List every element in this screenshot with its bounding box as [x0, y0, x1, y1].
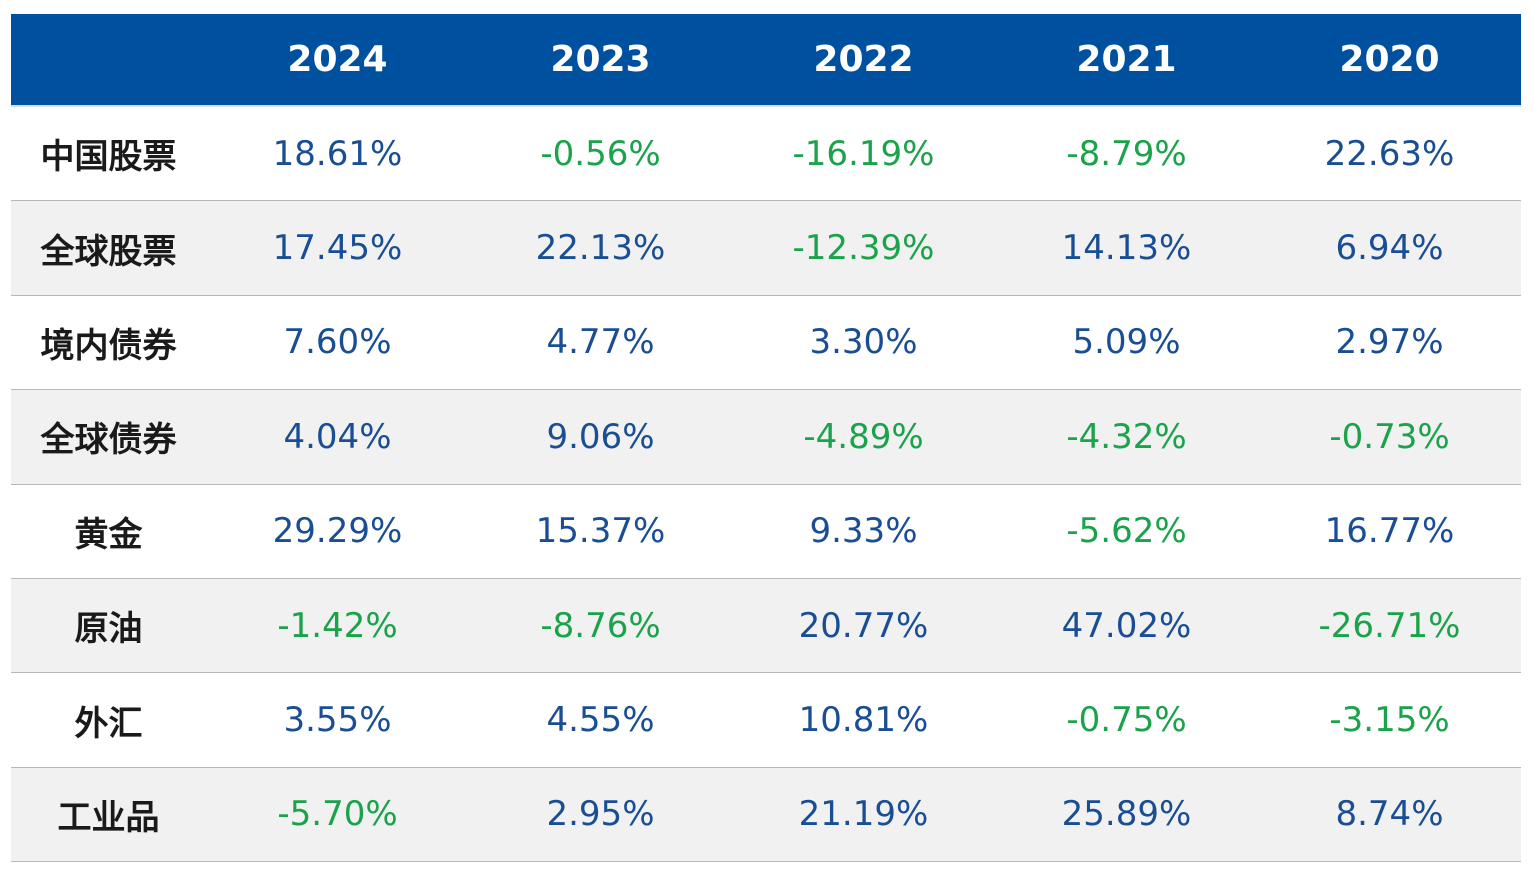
value-cell: 47.02% [1061, 605, 1192, 646]
value-cell: 16.77% [1324, 511, 1455, 552]
value-cell: 22.13% [535, 228, 666, 269]
value-cell: 25.89% [1061, 794, 1192, 835]
row-label: 境内债券 [40, 325, 177, 366]
table-body: 中国股票 18.61% -0.56% -16.19% -8.79% 22.63% 全球股票 1… [11, 107, 1521, 863]
table-row: 全球股票 17.45% 22.13% -12.39% 14.13% 6.94% [11, 201, 1521, 296]
value-cell: 4.04% [283, 416, 392, 457]
value-cell: 15.37% [535, 511, 666, 552]
value-cell: 5.09% [1072, 322, 1181, 363]
table-row: 中国股票 18.61% -0.56% -16.19% -8.79% 22.63% [11, 107, 1521, 202]
value-cell: -1.42% [277, 605, 398, 646]
value-cell: 21.19% [798, 794, 929, 835]
value-cell: -5.62% [1066, 511, 1187, 552]
value-cell: -4.32% [1066, 416, 1187, 457]
table-row: 外汇 3.55% 4.55% 10.81% -0.75% -3.15% [11, 673, 1521, 768]
row-label: 中国股票 [40, 137, 177, 178]
value-cell: 2.95% [546, 794, 655, 835]
header-year: 2020 [1339, 39, 1440, 80]
value-cell: -3.15% [1329, 700, 1450, 741]
header-corner [11, 14, 206, 105]
value-cell: -0.56% [540, 133, 661, 174]
value-cell: 29.29% [272, 511, 403, 552]
table-header: 2024 2023 2022 2021 2020 [11, 14, 1521, 107]
table-row: 原油 -1.42% -8.76% 20.77% 47.02% -26.71% [11, 578, 1521, 674]
value-cell: -26.71% [1318, 605, 1461, 646]
value-cell: -0.73% [1329, 416, 1450, 457]
header-year: 2022 [813, 39, 914, 80]
table-row: 黄金 29.29% 15.37% 9.33% -5.62% 16.77% [11, 485, 1521, 579]
value-cell: 22.63% [1324, 133, 1455, 174]
row-label: 全球债券 [40, 420, 177, 461]
row-label: 外汇 [74, 703, 143, 744]
row-label: 黄金 [74, 514, 143, 555]
table-row: 境内债券 7.60% 4.77% 3.30% 5.09% 2.97% [11, 296, 1521, 391]
value-cell: 3.55% [283, 700, 392, 741]
value-cell: 9.33% [809, 511, 918, 552]
table-row: 全球债券 4.04% 9.06% -4.89% -4.32% -0.73% [11, 390, 1521, 485]
header-year: 2021 [1076, 39, 1177, 80]
value-cell: -5.70% [277, 794, 398, 835]
value-cell: 4.55% [546, 700, 655, 741]
table-row: 工业品 -5.70% 2.95% 21.19% 25.89% 8.74% [11, 767, 1521, 863]
value-cell: 10.81% [798, 700, 929, 741]
value-cell: -0.75% [1066, 700, 1187, 741]
value-cell: -12.39% [792, 228, 935, 269]
row-label: 工业品 [57, 797, 160, 838]
value-cell: -16.19% [792, 133, 935, 174]
value-cell: 6.94% [1335, 228, 1444, 269]
value-cell: 8.74% [1335, 794, 1444, 835]
value-cell: 2.97% [1335, 322, 1444, 363]
value-cell: 18.61% [272, 133, 403, 174]
value-cell: 14.13% [1061, 228, 1192, 269]
header-year: 2024 [287, 39, 388, 80]
row-label: 全球股票 [40, 231, 177, 272]
value-cell: -4.89% [803, 416, 924, 457]
value-cell: 9.06% [546, 416, 655, 457]
returns-table: 2024 2023 2022 2021 2020 中国股票 18.61% -0.56… [11, 14, 1521, 863]
value-cell: -8.76% [540, 605, 661, 646]
header-year: 2023 [550, 39, 651, 80]
value-cell: 4.77% [546, 322, 655, 363]
row-label: 原油 [74, 609, 143, 650]
value-cell: 3.30% [809, 322, 918, 363]
value-cell: 17.45% [272, 228, 403, 269]
value-cell: 7.60% [283, 322, 392, 363]
value-cell: 20.77% [798, 605, 929, 646]
value-cell: -8.79% [1066, 133, 1187, 174]
